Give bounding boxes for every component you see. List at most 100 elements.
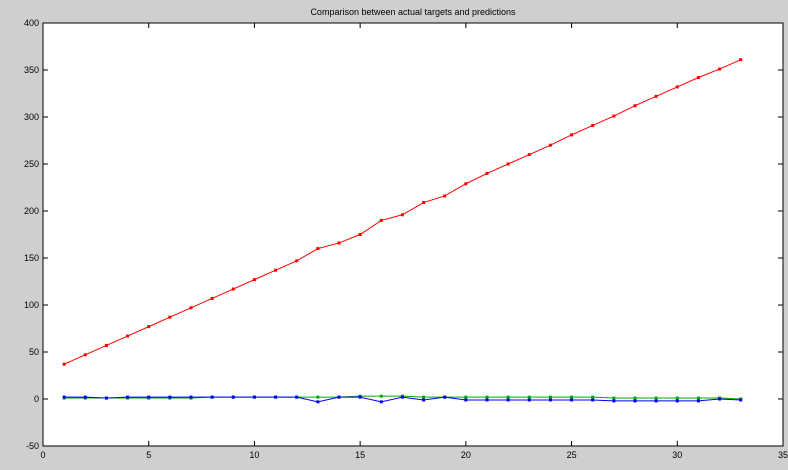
data-point-3 <box>422 398 426 402</box>
y-tick-label: 150 <box>24 253 39 263</box>
x-tick-label: 15 <box>355 450 365 460</box>
data-point-1 <box>400 213 404 217</box>
data-point-3 <box>633 399 637 403</box>
data-point-1 <box>739 58 743 62</box>
data-point-2 <box>612 396 616 400</box>
data-point-2 <box>485 395 489 399</box>
data-point-2 <box>570 395 574 399</box>
data-point-3 <box>168 395 172 399</box>
data-point-2 <box>633 396 637 400</box>
plot-area <box>42 22 784 447</box>
x-tick-label: 20 <box>461 450 471 460</box>
data-point-3 <box>591 398 595 402</box>
data-point-3 <box>295 395 299 399</box>
data-point-1 <box>548 143 552 147</box>
data-point-1 <box>506 162 510 166</box>
data-point-3 <box>126 395 130 399</box>
data-point-1 <box>654 94 658 98</box>
data-point-1 <box>126 334 130 338</box>
data-point-2 <box>464 395 468 399</box>
data-point-3 <box>527 398 531 402</box>
data-point-3 <box>739 398 743 402</box>
x-tick-label: 30 <box>672 450 682 460</box>
data-point-1 <box>274 268 278 272</box>
data-point-3 <box>147 395 151 399</box>
series-points <box>62 58 743 404</box>
data-point-2 <box>422 395 426 399</box>
data-point-1 <box>83 353 87 357</box>
data-point-2 <box>527 395 531 399</box>
data-point-1 <box>612 114 616 118</box>
data-point-3 <box>612 399 616 403</box>
data-point-2 <box>316 395 320 399</box>
data-point-1 <box>189 306 193 310</box>
data-point-1 <box>485 171 489 175</box>
data-point-3 <box>358 395 362 399</box>
data-point-3 <box>210 395 214 399</box>
data-point-2 <box>379 394 383 398</box>
data-point-3 <box>570 398 574 402</box>
y-tick-label: 350 <box>24 65 39 75</box>
data-point-1 <box>696 76 700 80</box>
data-point-3 <box>83 395 87 399</box>
data-point-1 <box>570 133 574 137</box>
data-point-1 <box>527 153 531 157</box>
y-tick-label: -50 <box>26 441 39 451</box>
data-point-1 <box>104 343 108 347</box>
data-point-1 <box>252 278 256 282</box>
data-point-3 <box>548 398 552 402</box>
data-point-1 <box>422 201 426 205</box>
data-point-1 <box>147 325 151 329</box>
y-tick-label: 100 <box>24 300 39 310</box>
x-tick-label: 25 <box>567 450 577 460</box>
y-tick-label: 300 <box>24 112 39 122</box>
data-point-3 <box>62 395 66 399</box>
data-point-3 <box>252 395 256 399</box>
y-tick-label: 50 <box>29 347 39 357</box>
data-point-2 <box>506 395 510 399</box>
data-point-3 <box>654 399 658 403</box>
data-point-1 <box>337 241 341 245</box>
data-point-3 <box>718 397 722 401</box>
data-point-3 <box>337 395 341 399</box>
x-tick-label: 5 <box>146 450 151 460</box>
data-point-1 <box>358 233 362 236</box>
y-tick-label: 250 <box>24 159 39 169</box>
data-point-2 <box>548 395 552 399</box>
data-point-2 <box>675 396 679 400</box>
x-tick-label: 35 <box>778 450 788 460</box>
data-point-1 <box>295 259 299 263</box>
data-point-3 <box>485 398 489 402</box>
data-point-3 <box>379 400 383 404</box>
data-point-1 <box>231 287 235 291</box>
chart-title: Comparison between actual targets and pr… <box>310 7 516 17</box>
data-point-3 <box>189 395 193 399</box>
data-point-1 <box>210 296 214 300</box>
data-point-3 <box>104 396 108 400</box>
data-point-1 <box>464 182 468 186</box>
data-point-1 <box>633 104 637 108</box>
data-point-2 <box>654 396 658 400</box>
data-point-1 <box>379 218 383 222</box>
data-point-3 <box>696 399 700 403</box>
data-point-3 <box>400 395 404 399</box>
y-tick-label: 400 <box>24 18 39 28</box>
x-tick-label: 0 <box>40 450 45 460</box>
data-point-1 <box>62 362 66 366</box>
data-point-1 <box>316 247 320 251</box>
data-point-3 <box>316 400 320 404</box>
axis-ticks: 0 5 10 15 20 25 30 35-5005010015020025030035040… <box>24 18 788 460</box>
data-point-3 <box>443 395 447 399</box>
y-tick-label: 200 <box>24 206 39 216</box>
data-point-1 <box>718 67 722 71</box>
data-point-2 <box>591 395 595 399</box>
data-point-1 <box>443 194 447 198</box>
x-tick-label: 10 <box>249 450 259 460</box>
data-point-1 <box>168 315 172 319</box>
data-point-1 <box>591 123 595 127</box>
data-point-3 <box>464 398 468 402</box>
data-point-1 <box>675 85 679 89</box>
data-point-3 <box>675 399 679 403</box>
